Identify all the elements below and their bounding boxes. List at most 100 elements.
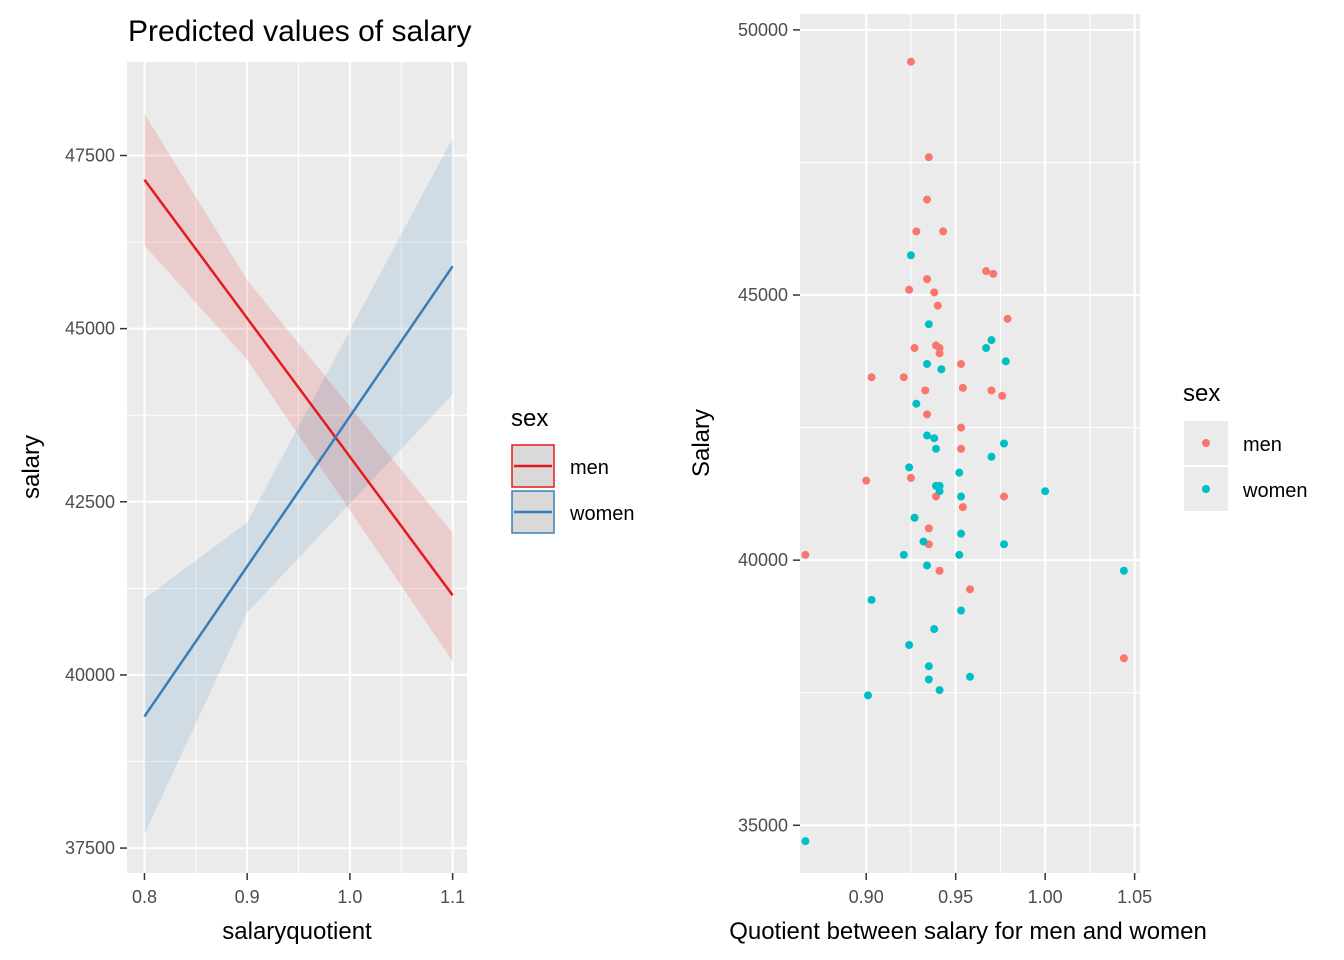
y-tick-label: 42500: [65, 492, 115, 512]
scatter-point-men: [957, 359, 966, 368]
scatter-point-men: [998, 391, 1007, 400]
scatter-point-men: [957, 423, 966, 432]
scatter-point-women: [905, 463, 914, 472]
scatter-point-women: [924, 662, 933, 671]
y-tick-label: 45000: [738, 285, 788, 305]
y-tick-label: 35000: [738, 815, 788, 835]
left-y-axis-label: salary: [18, 435, 45, 499]
scatter-point-women: [924, 675, 933, 684]
scatter-point-women: [905, 640, 914, 649]
left-x-axis-label: salaryquotient: [222, 918, 372, 945]
right-x-axis-label: Quotient between salary for men and wome…: [729, 918, 1207, 945]
scatter-point-women: [987, 336, 996, 345]
scatter-point-men: [910, 344, 919, 353]
scatter-point-men: [958, 383, 967, 392]
predicted-values-chart: 37500 40000 42500 45000 47500 0.8 0.9 1.0 1.1 P…: [18, 15, 634, 945]
scatter-point-women: [923, 431, 932, 440]
scatter-point-men: [935, 566, 944, 575]
scatter-point-men: [923, 195, 932, 204]
scatter-point-women: [906, 251, 915, 260]
right-y-axis: 35000 40000 45000 50000: [738, 20, 800, 835]
scatter-point-men: [982, 267, 991, 276]
scatter-point-women: [982, 344, 991, 353]
scatter-point-men: [867, 373, 876, 382]
scatter-point-men: [924, 153, 933, 162]
scatter-point-women: [937, 365, 946, 374]
salary-scatter-chart: 35000 40000 45000 50000 0.90 0.95 1.00 1.05 Qu…: [688, 14, 1307, 945]
scatter-points: [801, 57, 1128, 846]
right-gridlines: [800, 14, 1140, 873]
y-tick-label: 40000: [738, 550, 788, 570]
scatter-point-women: [899, 550, 908, 559]
scatter-point-women: [867, 595, 876, 604]
y-tick-label: 50000: [738, 20, 788, 40]
scatter-point-women: [1119, 566, 1128, 575]
legend-point-women: [1202, 485, 1210, 493]
scatter-point-men: [987, 386, 996, 395]
scatter-point-women: [1001, 357, 1010, 366]
scatter-point-men: [930, 288, 939, 297]
scatter-point-women: [935, 686, 944, 695]
x-tick-label: 1.1: [440, 887, 465, 907]
scatter-point-women: [923, 359, 932, 368]
x-tick-label: 1.0: [337, 887, 362, 907]
scatter-point-men: [862, 476, 871, 485]
scatter-point-men: [923, 410, 932, 419]
scatter-point-women: [987, 452, 996, 461]
right-legend-title: sex: [1183, 380, 1220, 407]
right-legend: sex men women: [1183, 380, 1307, 511]
scatter-point-women: [955, 550, 964, 559]
scatter-point-men: [905, 285, 914, 294]
legend-label-women: women: [569, 503, 634, 525]
right-plot-panel: [800, 14, 1140, 873]
scatter-point-men: [899, 373, 908, 382]
prediction-line-women: [143, 265, 454, 718]
scatter-point-men: [924, 524, 933, 533]
right-y-axis-label: Salary: [688, 409, 715, 477]
scatter-point-men: [1000, 492, 1008, 501]
x-tick-label: 0.95: [938, 887, 973, 907]
scatter-point-men: [935, 349, 944, 358]
scatter-point-women: [910, 513, 919, 522]
left-legend: sex men women: [511, 405, 634, 534]
scatter-point-women: [1041, 487, 1050, 496]
scatter-point-men: [801, 550, 810, 559]
scatter-point-men: [989, 269, 998, 278]
legend-label-women-points: women: [1242, 480, 1307, 502]
legend-label-men: men: [570, 457, 609, 479]
scatter-point-women: [801, 837, 810, 846]
scatter-point-women: [957, 529, 966, 538]
y-tick-label: 47500: [65, 145, 115, 165]
scatter-point-women: [935, 487, 944, 496]
scatter-point-women: [923, 561, 932, 570]
y-tick-label: 40000: [65, 665, 115, 685]
chart-title: Predicted values of salary: [128, 15, 472, 48]
scatter-point-men: [958, 503, 967, 512]
legend-item-women-points: women: [1184, 467, 1307, 511]
legend-point-men: [1202, 439, 1210, 447]
scatter-point-men: [933, 301, 942, 310]
scatter-point-women: [930, 434, 939, 443]
scatter-point-men: [939, 227, 948, 236]
left-gridlines: [127, 62, 467, 873]
left-plot-panel: [127, 62, 467, 873]
left-prediction-lines: [143, 178, 454, 718]
scatter-point-women: [955, 468, 964, 477]
scatter-point-women: [957, 492, 966, 501]
left-x-axis: 0.8 0.9 1.0 1.1: [132, 873, 465, 907]
legend-label-men-points: men: [1243, 434, 1282, 456]
x-tick-label: 1.05: [1117, 887, 1152, 907]
x-tick-label: 0.9: [235, 887, 260, 907]
x-tick-label: 1.00: [1028, 887, 1063, 907]
scatter-point-women: [924, 320, 933, 329]
scatter-point-men: [906, 57, 915, 66]
scatter-point-women: [912, 399, 921, 408]
scatter-point-women: [932, 444, 940, 453]
scatter-point-women: [930, 625, 939, 634]
scatter-point-women: [957, 606, 966, 615]
confidence-band-women: [144, 138, 453, 835]
right-x-axis: 0.90 0.95 1.00 1.05: [849, 873, 1152, 907]
scatter-point-women: [1000, 439, 1008, 448]
scatter-point-women: [1000, 540, 1008, 549]
